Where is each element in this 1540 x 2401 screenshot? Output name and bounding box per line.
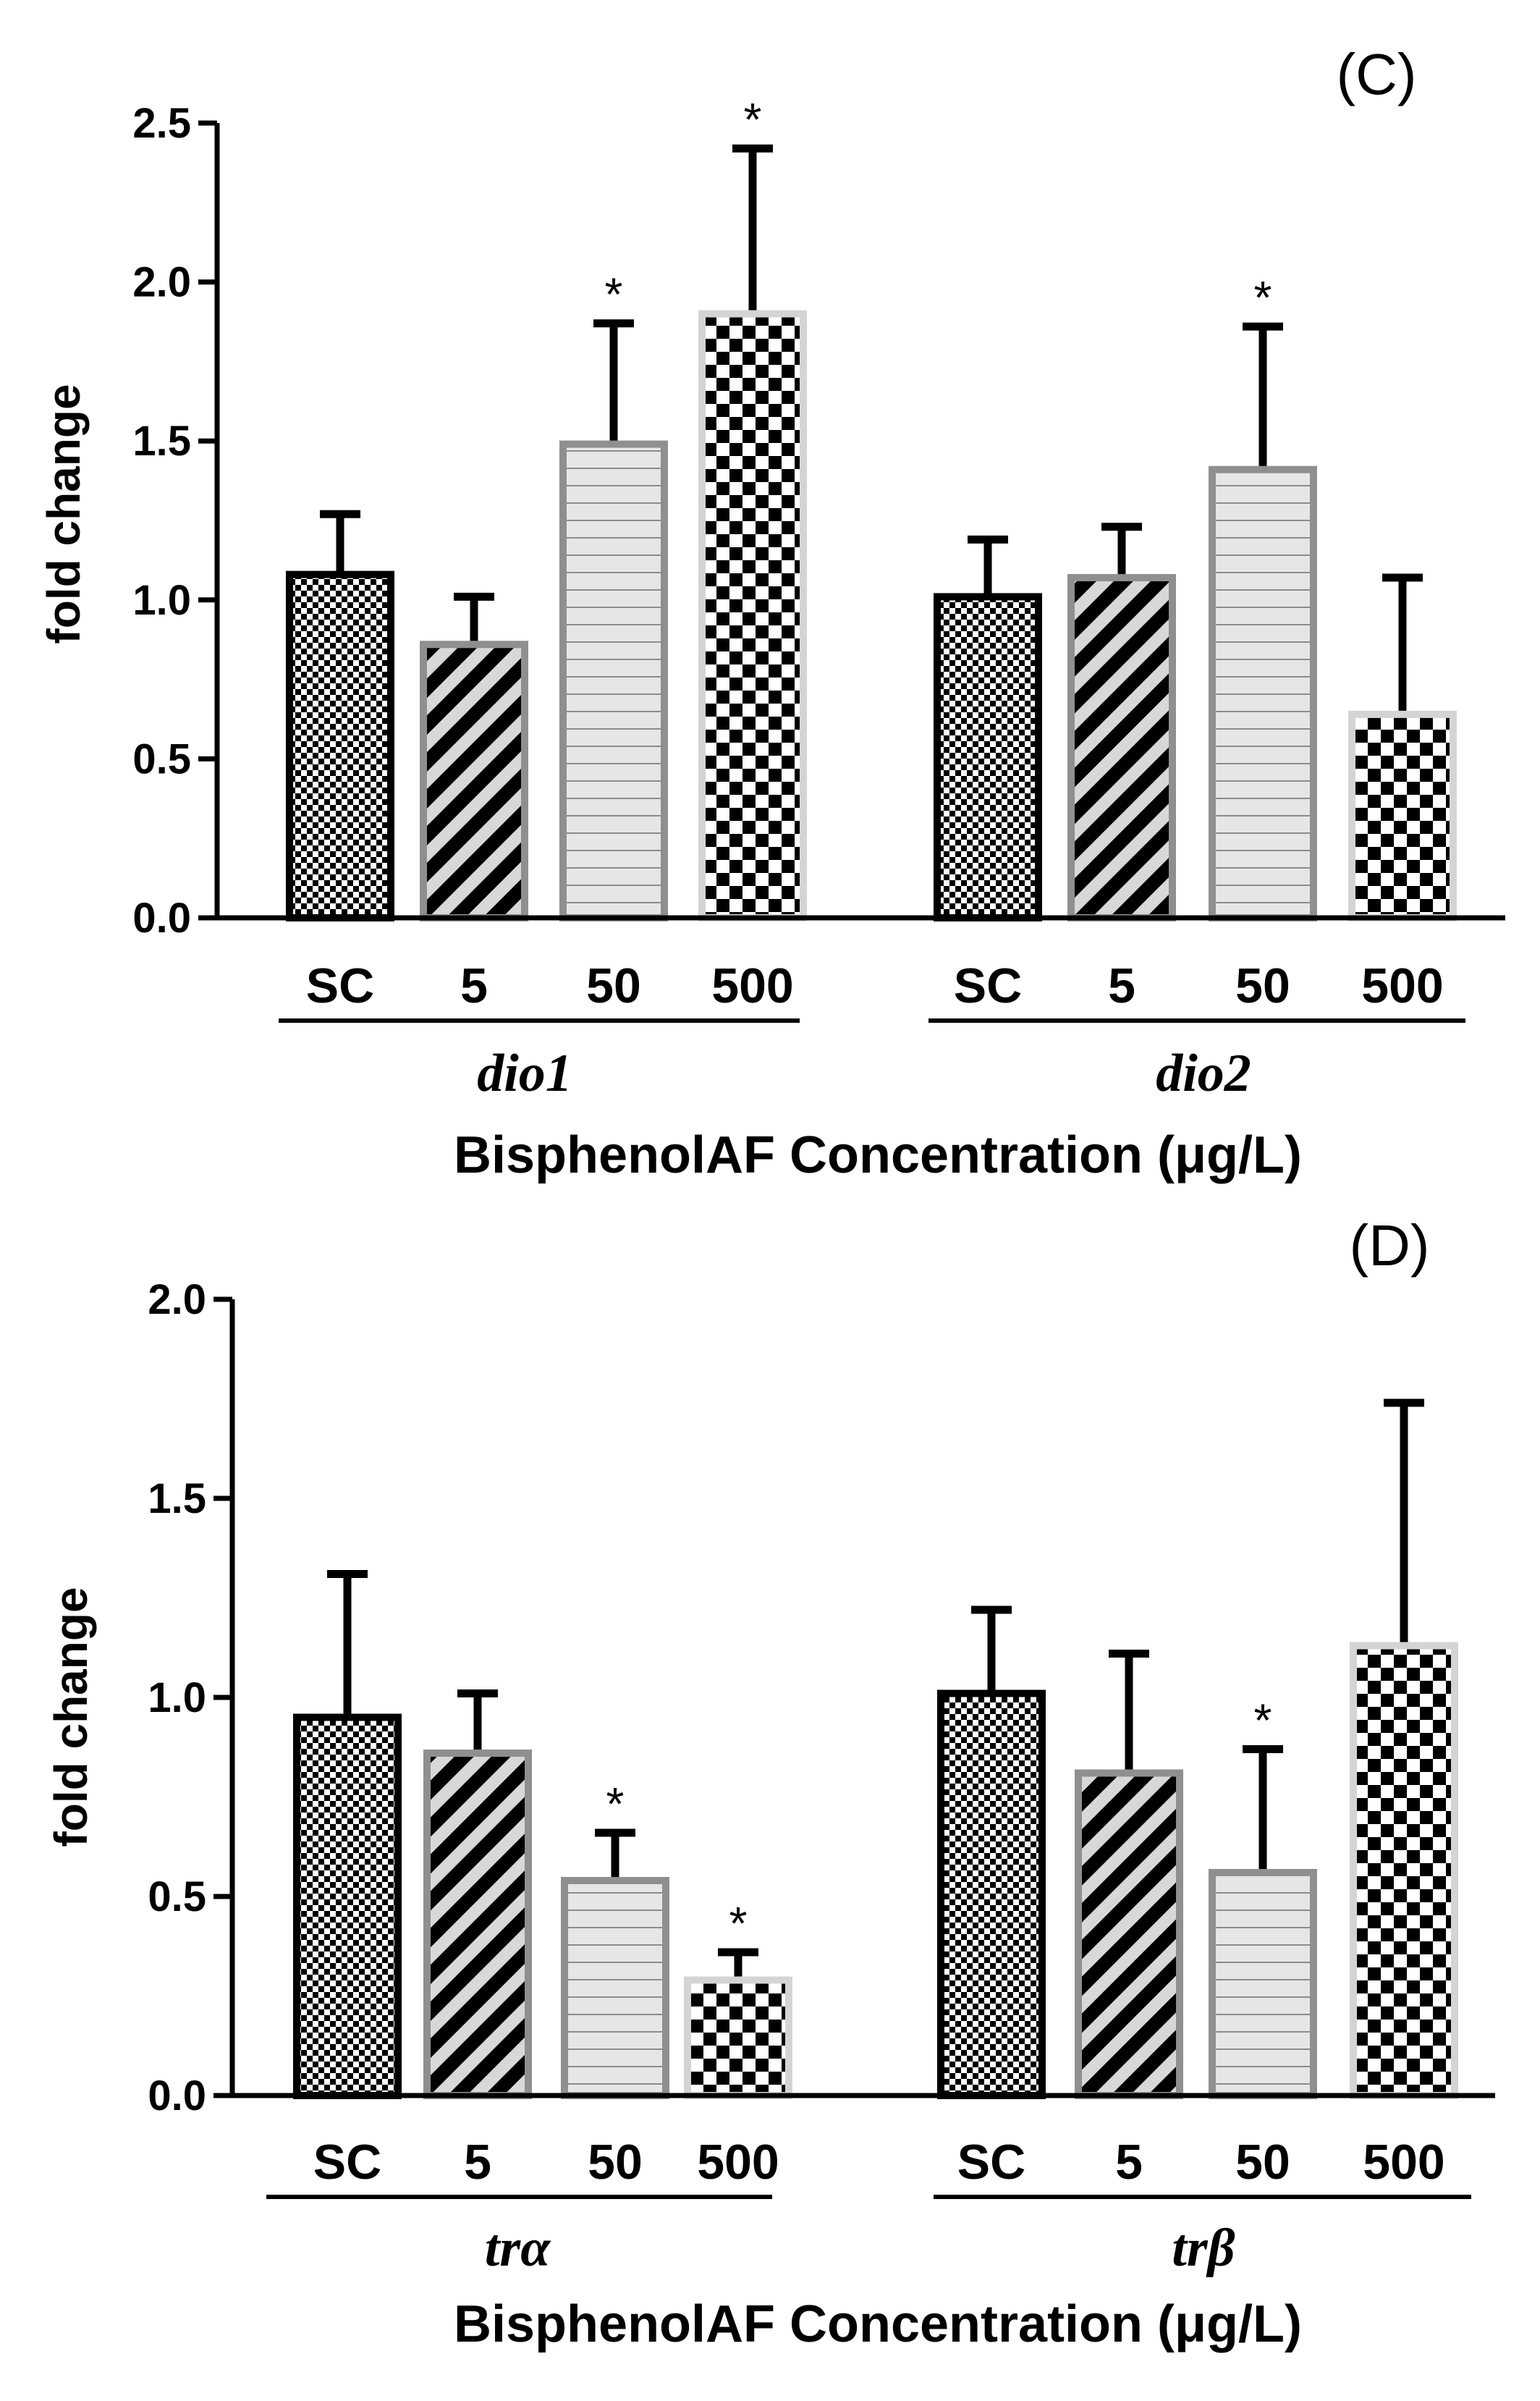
panel-c-bars: * * *	[286, 93, 1457, 922]
x-category-label: 5	[464, 2135, 491, 2190]
panel-c-tag: (C)	[1336, 42, 1416, 106]
y-tick-label: 2.5	[132, 100, 191, 147]
x-category-label: 500	[711, 958, 793, 1013]
y-tick-label: 2.0	[148, 1276, 206, 1323]
y-tick-label: 0.0	[132, 895, 191, 942]
panel-d-y-ticks: 0.0 0.5 1.0 1.5 2.0	[148, 1276, 232, 2119]
panel-d-bars: * * *	[293, 1398, 1458, 2099]
bar-trβ-5	[1075, 1769, 1183, 2099]
significance-marker: *	[605, 269, 623, 321]
bar-dio2-SC	[934, 593, 1042, 922]
bar-trβ-50	[1209, 1869, 1317, 2099]
x-category-label: 50	[1235, 2135, 1290, 2190]
significance-marker: *	[729, 1897, 748, 1949]
y-tick-label: 1.0	[132, 577, 191, 624]
x-category-label: 5	[1108, 958, 1135, 1013]
panel-d-tag: (D)	[1349, 1213, 1429, 1278]
bar-dio1-50	[559, 440, 668, 921]
x-category-label: SC	[313, 2135, 381, 2190]
panel-d-x-axis-label: BisphenolAF Concentration (μg/L)	[454, 2295, 1302, 2353]
bar-trβ-500	[1350, 1642, 1458, 2099]
panel-d-category-labels: SC 5 50 500 SC 5 50 500	[313, 2135, 1445, 2190]
y-tick-label: 0.5	[148, 1873, 206, 1920]
panel-d-group-2-name: trβ	[1172, 2219, 1235, 2278]
bar-dio1-5	[420, 641, 528, 922]
panel-c-category-labels: SC 5 50 500 SC 5 50 500	[306, 958, 1444, 1013]
panel-c-y-ticks: 0.0 0.5 1.0 1.5 2.0 2.5	[132, 100, 217, 942]
significance-marker: *	[606, 1778, 625, 1830]
y-tick-label: 1.5	[148, 1475, 206, 1522]
y-tick-label: 1.0	[148, 1674, 206, 1721]
significance-marker: *	[1254, 1695, 1272, 1747]
bar-trα-5	[423, 1750, 532, 2099]
bar-dio1-SC	[286, 570, 394, 921]
x-category-label: 50	[586, 958, 641, 1013]
x-category-label: 50	[1235, 958, 1290, 1013]
x-category-label: 5	[460, 958, 488, 1013]
y-tick-label: 0.5	[132, 735, 191, 782]
panel-d-y-axis-label: fold change	[45, 1587, 97, 1847]
x-category-label: 5	[1115, 2135, 1143, 2190]
bar-dio1-500	[698, 310, 807, 921]
x-category-label: 500	[1361, 958, 1443, 1013]
panel-c-x-axis-label: BisphenolAF Concentration (μg/L)	[454, 1126, 1302, 1184]
y-tick-label: 1.5	[132, 418, 191, 465]
panel-c-y-axis-label: fold change	[38, 384, 90, 643]
y-tick-label: 2.0	[132, 259, 191, 306]
significance-marker: *	[1254, 271, 1272, 324]
panel-d-chart: (D) fold change 0.0 0.5 1.0 1.5 2.0 * * * SC 5 5…	[45, 1213, 1495, 2353]
bar-dio2-5	[1067, 574, 1176, 922]
x-category-label: 500	[697, 2135, 779, 2190]
y-tick-label: 0.0	[148, 2072, 206, 2119]
x-category-label: SC	[954, 958, 1022, 1013]
bar-trα-SC	[293, 1713, 402, 2099]
bar-dio2-50	[1209, 465, 1317, 921]
x-category-label: SC	[306, 958, 374, 1013]
significance-marker: *	[744, 93, 762, 145]
bar-trα-500	[684, 1976, 792, 2099]
bar-dio2-500	[1348, 710, 1457, 921]
x-category-label: 500	[1363, 2135, 1444, 2190]
x-category-label: 50	[588, 2135, 643, 2190]
bar-trβ-SC	[937, 1689, 1046, 2099]
x-category-label: SC	[957, 2135, 1025, 2190]
bar-trα-50	[561, 1877, 669, 2099]
panel-c-group-2-name: dio2	[1156, 1044, 1251, 1103]
panel-c-group-1-name: dio1	[477, 1044, 572, 1103]
panel-d-group-1-name: trα	[485, 2219, 551, 2278]
panel-c-chart: (C) fold change 0.0 0.5 1.0 1.5 2.0 2.5 * * * S…	[38, 42, 1505, 1184]
